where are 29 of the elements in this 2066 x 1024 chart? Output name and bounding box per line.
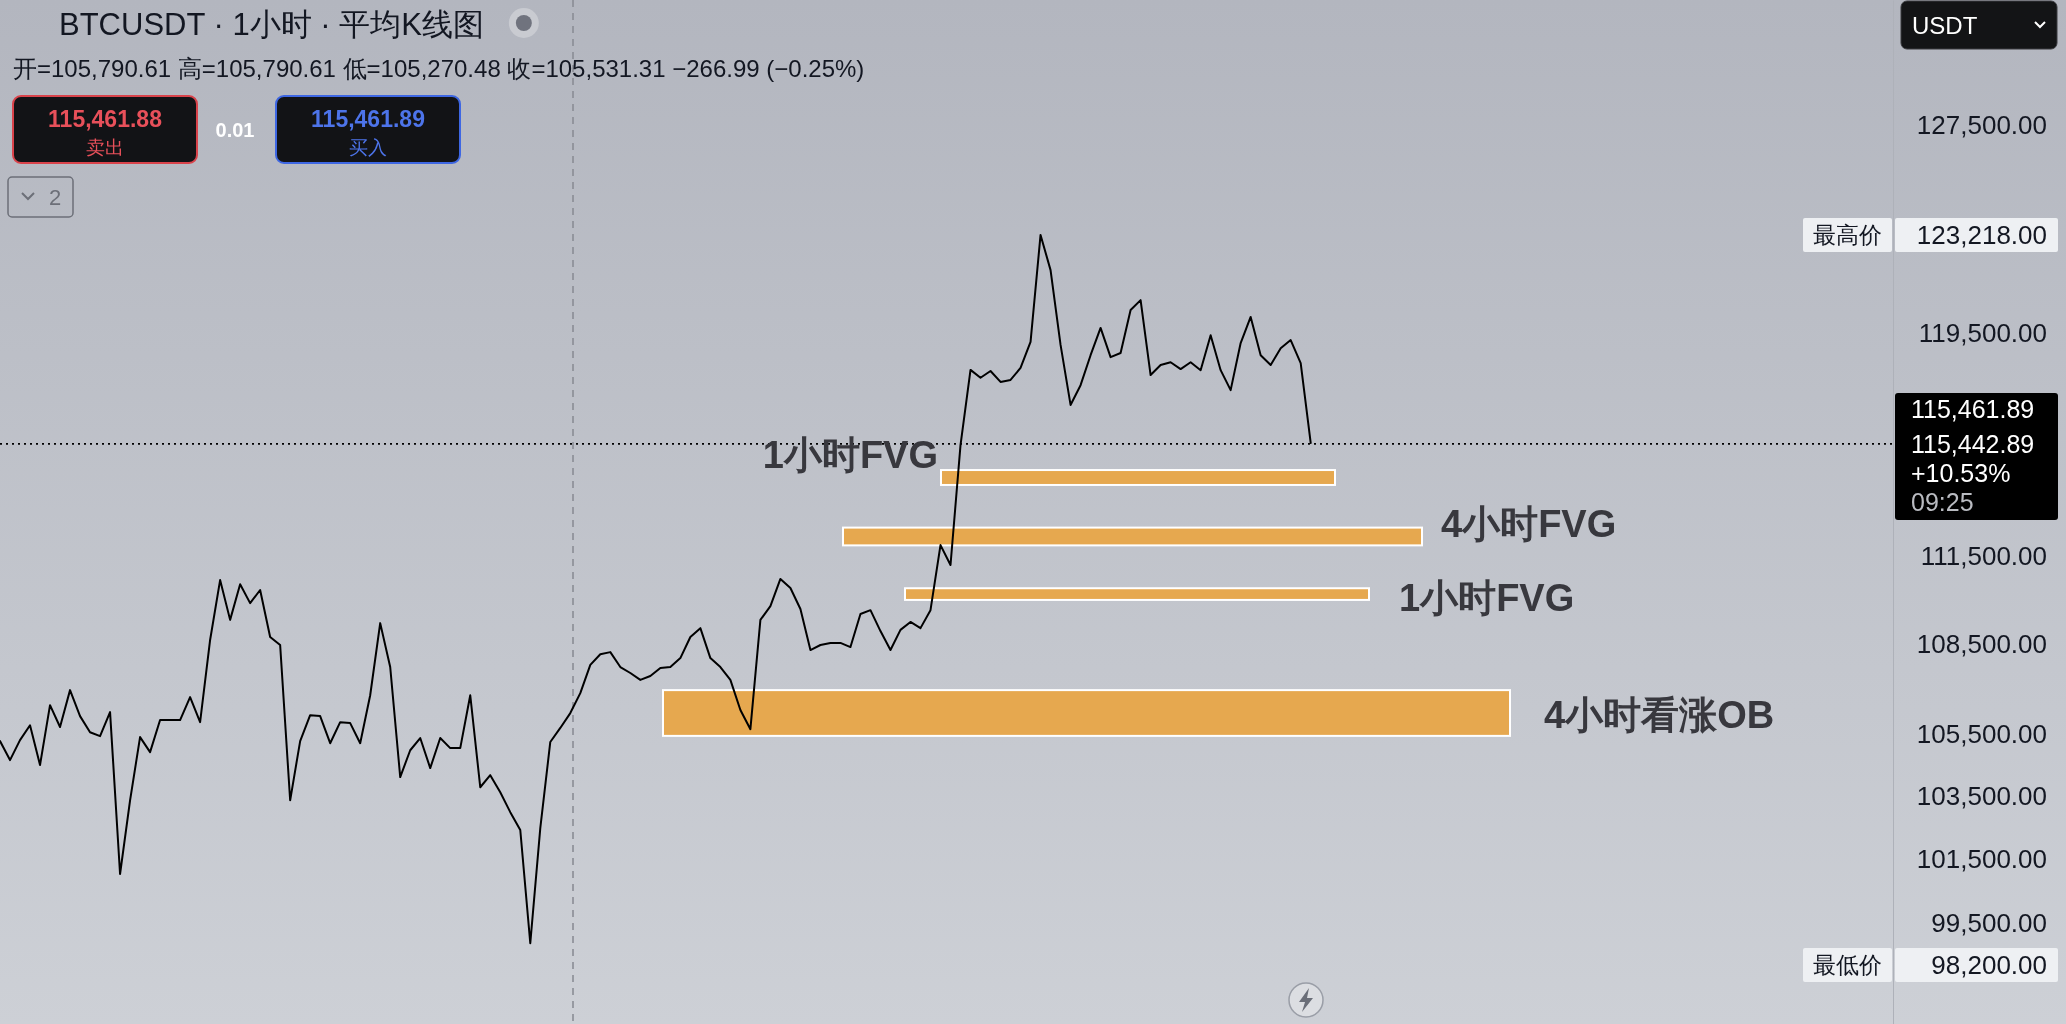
text: 115,442.89	[1911, 429, 2035, 458]
y-tick-label: 111,500.00	[1920, 541, 2047, 572]
annotation: 0.01	[215, 119, 255, 141]
band-label: 1小时FVG	[1399, 577, 1575, 620]
text: 开=105,790.61 高=105,790.61 低=105,270.48 收=105,531.31 −266.99 (−0.25%)	[13, 55, 865, 82]
y-tick-label: 99,500.00	[1931, 907, 2047, 938]
text: +10.53%	[1911, 458, 2011, 487]
y-tick-label: 103,500.00	[1916, 780, 2047, 811]
y-tick-label: 101,500.00	[1916, 843, 2047, 874]
text: 98,200.00	[1931, 950, 2047, 980]
annotation: 2	[48, 184, 62, 210]
annotation: 最低价	[1813, 952, 1882, 978]
chart-title: BTCUSDT · 1小时 · 平均K线图	[59, 7, 484, 42]
annotation: 卖出	[86, 136, 124, 158]
text: USDT	[1912, 11, 1978, 39]
ref-line-label: 115,461.89	[1911, 394, 2035, 423]
band-label: 1小时FVG	[762, 434, 938, 477]
annotation: 115,461.89	[311, 106, 425, 132]
text: 123,218.00	[1916, 220, 2047, 250]
y-tick-label: 127,500.00	[1916, 109, 2047, 140]
text: 09:25	[1911, 487, 1974, 516]
y-tick-label: 108,500.00	[1916, 628, 2047, 659]
y-tick-label: 119,500.00	[1918, 318, 2047, 349]
band-label: 4小时FVG	[1441, 503, 1617, 546]
annotation: 买入	[349, 136, 387, 158]
y-tick-label: 105,500.00	[1916, 719, 2047, 750]
band-label: 4小时看涨OB	[1544, 694, 1775, 736]
annotation: 115,461.88	[48, 106, 163, 132]
annotation: 最高价	[1813, 222, 1882, 248]
